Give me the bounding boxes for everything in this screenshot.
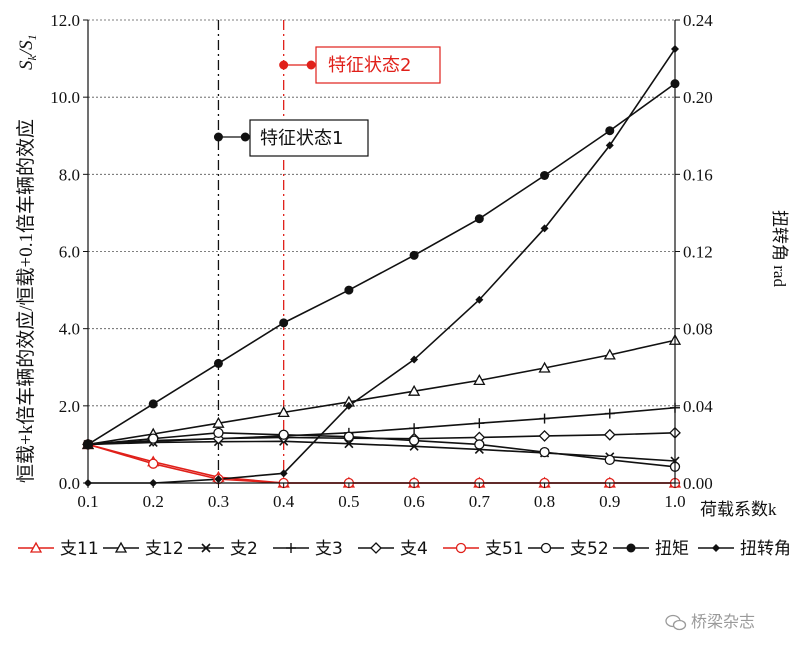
- watermark: 桥梁杂志: [665, 608, 755, 632]
- y-tick-label: 2.0: [59, 397, 80, 416]
- y2-tick-label: 0.12: [683, 243, 713, 262]
- y-tick-label: 8.0: [59, 165, 80, 184]
- x-tick-label: 0.6: [403, 492, 424, 511]
- x-tick-label: 0.7: [469, 492, 491, 511]
- data-point: [409, 423, 419, 433]
- wechat-icon: [665, 614, 687, 632]
- y-tick-label: 0.0: [59, 474, 80, 493]
- legend-marker: [542, 544, 551, 553]
- series-line-2: [88, 340, 675, 444]
- data-point: [540, 414, 550, 424]
- data-point: [540, 448, 549, 457]
- data-point: [279, 430, 288, 439]
- x-tick-label: 0.4: [273, 492, 295, 511]
- ylabel-suffix: Sk/S1: [16, 34, 39, 70]
- data-point: [475, 440, 484, 449]
- y2-tick-label: 0.16: [683, 165, 713, 184]
- y2-tick-label: 0.04: [683, 397, 713, 416]
- series-line-8: [88, 84, 675, 445]
- annotation-box-1: 特征状态1: [250, 120, 368, 156]
- legend-label: 支52: [570, 539, 609, 559]
- x-tick-label: 0.9: [599, 492, 620, 511]
- data-point: [279, 318, 288, 327]
- series-line-6: [88, 444, 675, 483]
- data-point: [149, 434, 158, 443]
- y2-tick-label: 0.20: [683, 88, 713, 107]
- data-point: [410, 436, 419, 445]
- data-point: [540, 171, 549, 180]
- data-point: [540, 431, 550, 441]
- data-point: [474, 418, 484, 428]
- legend-marker: [457, 544, 466, 553]
- legend-label: 支4: [400, 539, 428, 559]
- x-tick-label: 0.2: [143, 492, 164, 511]
- annotation-label-1: 特征状态1: [260, 128, 343, 149]
- legend-label: 支12: [145, 539, 184, 559]
- x-tick-label: 0.1: [77, 492, 98, 511]
- legend-marker: [371, 543, 381, 553]
- series-markers: [83, 45, 680, 488]
- data-point: [344, 432, 353, 441]
- watermark-text: 桥梁杂志: [691, 612, 755, 631]
- y2-tick-label: 0.24: [683, 11, 713, 30]
- x-tick-label: 0.8: [534, 492, 555, 511]
- y-tick-label: 4.0: [59, 320, 80, 339]
- data-point: [605, 409, 615, 419]
- legend-marker: [627, 544, 636, 553]
- y2label: 扭转角 rad: [770, 210, 789, 287]
- data-point: [410, 251, 419, 260]
- data-point: [475, 214, 484, 223]
- x-tick-label: 0.5: [338, 492, 359, 511]
- legend-marker: [712, 544, 720, 552]
- y-tick-label: 10.0: [50, 88, 80, 107]
- data-point: [605, 430, 615, 440]
- x-tick-label: 1.0: [664, 492, 685, 511]
- annotation-label-2: 特征状态2: [328, 55, 411, 76]
- series-line-3: [88, 441, 675, 461]
- ylabel: 恒载+k倍车辆的效应/恒载+0.1倍车辆的效应: [15, 119, 37, 483]
- legend-label: 支3: [315, 539, 343, 559]
- data-point: [214, 359, 223, 368]
- series-lines: [88, 49, 675, 483]
- data-point: [344, 286, 353, 295]
- data-point: [605, 455, 614, 464]
- data-point: [214, 428, 223, 437]
- series-line-9: [88, 49, 675, 483]
- series-line-1: [88, 444, 675, 483]
- annotation-dot: [241, 133, 250, 142]
- legend-label: 扭转角: [740, 539, 791, 559]
- legend-label: 支11: [60, 539, 99, 559]
- y-tick-label: 6.0: [59, 243, 80, 262]
- annotation-dot: [214, 133, 223, 142]
- series-line-7: [88, 433, 675, 467]
- y2-tick-label: 0.00: [683, 474, 713, 493]
- y2-tick-label: 0.08: [683, 320, 713, 339]
- annotation-dot: [279, 61, 288, 70]
- legend-label: 扭矩: [655, 539, 689, 559]
- annotation-dot: [307, 61, 316, 70]
- xlabel: 荷载系数k: [700, 500, 777, 519]
- annotation-box-2: 特征状态2: [316, 47, 440, 83]
- data-point: [605, 126, 614, 135]
- legend-label: 支51: [485, 539, 524, 559]
- x-tick-label: 0.3: [208, 492, 229, 511]
- data-point: [149, 459, 158, 468]
- legend: 支11 支12 支2 支3 支4 支51 支52 扭矩 扭转角: [18, 539, 791, 559]
- data-point: [149, 399, 158, 408]
- legend-marker: [286, 543, 296, 553]
- y-tick-label: 12.0: [50, 11, 80, 30]
- legend-label: 支2: [230, 539, 258, 559]
- axes: [83, 20, 680, 488]
